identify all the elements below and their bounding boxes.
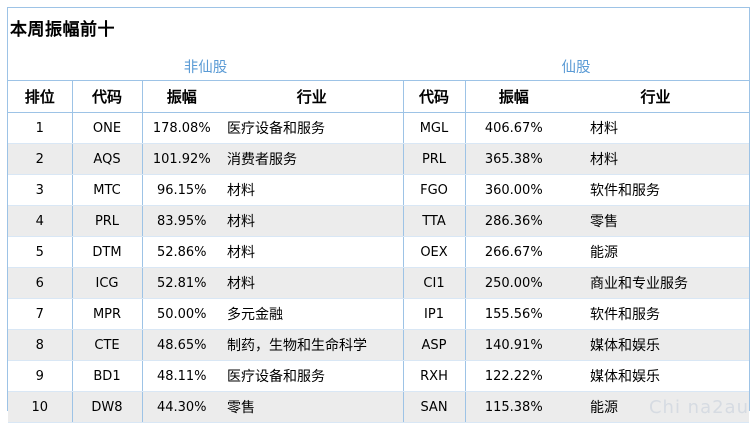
cell-industry-xian: 能源 xyxy=(562,236,750,268)
table-row: 1 ONE 178.08% 医疗设备和服务 MGL 406.67% 材料 xyxy=(8,112,750,144)
cell-code: ONE xyxy=(72,112,143,144)
header-rank: 排位 xyxy=(8,80,73,113)
cell-industry: 医疗设备和服务 xyxy=(221,112,404,144)
watermark: Chi na2au xyxy=(648,397,749,418)
cell-industry-xian: 材料 xyxy=(562,143,750,175)
cell-industry: 消费者服务 xyxy=(221,143,404,175)
cell-industry-xian: 商业和专业服务 xyxy=(562,267,750,299)
cell-code-xian: IP1 xyxy=(403,298,466,330)
cell-code: CTE xyxy=(72,329,143,361)
cell-code-xian: TTA xyxy=(403,205,466,237)
cell-code: AQS xyxy=(72,143,143,175)
header-industry-xian: 行业 xyxy=(562,80,750,113)
cell-amplitude-xian: 406.67% xyxy=(465,112,562,144)
cell-amplitude-xian: 140.91% xyxy=(465,329,562,361)
cell-rank: 10 xyxy=(8,391,73,423)
page-title: 本周振幅前十 xyxy=(10,20,115,40)
cell-industry: 材料 xyxy=(221,205,404,237)
cell-amplitude-xian: 155.56% xyxy=(465,298,562,330)
cell-rank: 5 xyxy=(8,236,73,268)
cell-code-xian: OEX xyxy=(403,236,466,268)
cell-industry: 制药，生物和生命科学 xyxy=(221,329,404,361)
table-row: 6 ICG 52.81% 材料 CI1 250.00% 商业和专业服务 xyxy=(8,267,750,299)
table-row: 7 MPR 50.00% 多元金融 IP1 155.56% 软件和服务 xyxy=(8,298,750,330)
cell-code-xian: MGL xyxy=(403,112,466,144)
cell-code: ICG xyxy=(72,267,143,299)
cell-rank: 2 xyxy=(8,143,73,175)
cell-code-xian: ASP xyxy=(403,329,466,361)
cell-amplitude: 52.86% xyxy=(142,236,221,268)
cell-industry: 材料 xyxy=(221,174,404,206)
cell-rank: 1 xyxy=(8,112,73,144)
header-code-xian: 代码 xyxy=(403,80,466,113)
table-row: 3 MTC 96.15% 材料 FGO 360.00% 软件和服务 xyxy=(8,174,750,206)
cell-industry-xian: 零售 xyxy=(562,205,750,237)
cell-industry-xian: 软件和服务 xyxy=(562,174,750,206)
cell-industry: 材料 xyxy=(221,267,404,299)
cell-amplitude: 96.15% xyxy=(142,174,221,206)
table-row: 4 PRL 83.95% 材料 TTA 286.36% 零售 xyxy=(8,205,750,237)
cell-industry: 材料 xyxy=(221,236,404,268)
cell-amplitude: 101.92% xyxy=(142,143,221,175)
cell-industry: 多元金融 xyxy=(221,298,404,330)
cell-amplitude-xian: 286.36% xyxy=(465,205,562,237)
cell-amplitude: 83.95% xyxy=(142,205,221,237)
cell-code: MPR xyxy=(72,298,143,330)
group-non-xian: 非仙股 xyxy=(8,52,403,81)
header-code: 代码 xyxy=(72,80,143,113)
amplitude-table: 非仙股 仙股 排位 代码 振幅 行业 代码 振幅 行业 1 ONE 178.08% 医… xyxy=(8,52,750,423)
cell-amplitude: 48.65% xyxy=(142,329,221,361)
header-amplitude: 振幅 xyxy=(142,80,221,113)
group-xian: 仙股 xyxy=(403,52,750,81)
cell-amplitude-xian: 122.22% xyxy=(465,360,562,392)
cell-industry-xian: 材料 xyxy=(562,112,750,144)
cell-industry-xian: 媒体和娱乐 xyxy=(562,329,750,361)
table-row: 2 AQS 101.92% 消费者服务 PRL 365.38% 材料 xyxy=(8,143,750,175)
cell-code: MTC xyxy=(72,174,143,206)
cell-code: PRL xyxy=(72,205,143,237)
cell-code: DW8 xyxy=(72,391,143,423)
header-industry: 行业 xyxy=(221,80,404,113)
cell-industry-xian: 媒体和娱乐 xyxy=(562,360,750,392)
cell-amplitude: 50.00% xyxy=(142,298,221,330)
table-row: 9 BD1 48.11% 医疗设备和服务 RXH 122.22% 媒体和娱乐 xyxy=(8,360,750,392)
cell-rank: 7 xyxy=(8,298,73,330)
cell-code-xian: CI1 xyxy=(403,267,466,299)
table-row: 5 DTM 52.86% 材料 OEX 266.67% 能源 xyxy=(8,236,750,268)
cell-code: BD1 xyxy=(72,360,143,392)
cell-rank: 9 xyxy=(8,360,73,392)
cell-code: DTM xyxy=(72,236,143,268)
table-row: 8 CTE 48.65% 制药，生物和生命科学 ASP 140.91% 媒体和娱乐 xyxy=(8,329,750,361)
header-amplitude-xian: 振幅 xyxy=(465,80,562,113)
cell-industry: 医疗设备和服务 xyxy=(221,360,404,392)
cell-industry-xian: 软件和服务 xyxy=(562,298,750,330)
cell-amplitude-xian: 250.00% xyxy=(465,267,562,299)
cell-amplitude: 48.11% xyxy=(142,360,221,392)
cell-rank: 4 xyxy=(8,205,73,237)
cell-code-xian: RXH xyxy=(403,360,466,392)
cell-rank: 3 xyxy=(8,174,73,206)
cell-amplitude-xian: 266.67% xyxy=(465,236,562,268)
cell-amplitude-xian: 360.00% xyxy=(465,174,562,206)
cell-amplitude-xian: 365.38% xyxy=(465,143,562,175)
cell-amplitude: 178.08% xyxy=(142,112,221,144)
cell-code-xian: FGO xyxy=(403,174,466,206)
cell-code-xian: PRL xyxy=(403,143,466,175)
cell-rank: 6 xyxy=(8,267,73,299)
cell-amplitude: 52.81% xyxy=(142,267,221,299)
cell-rank: 8 xyxy=(8,329,73,361)
